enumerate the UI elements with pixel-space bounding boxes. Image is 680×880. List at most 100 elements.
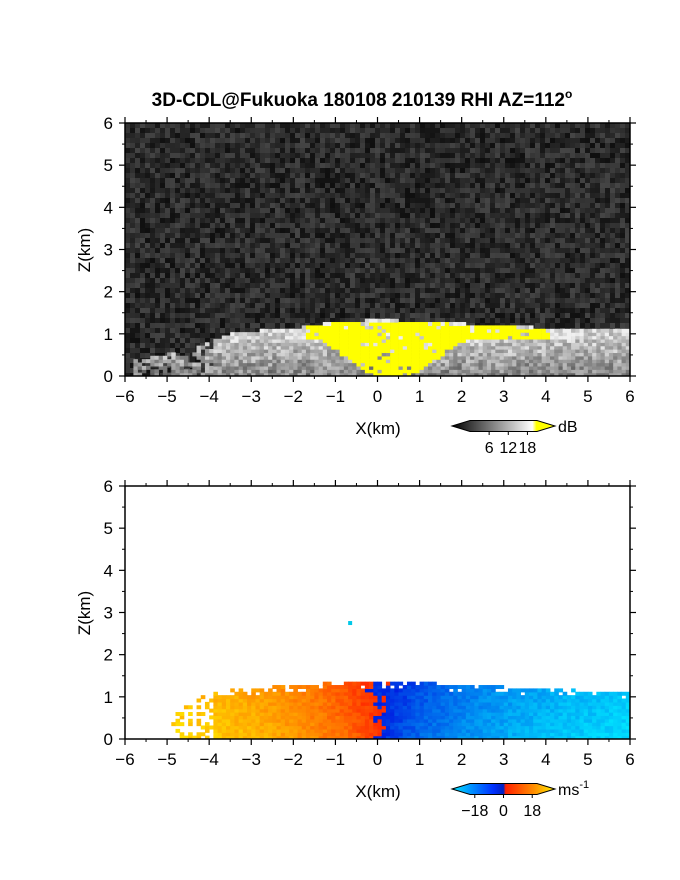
noise-cell (325, 183, 330, 188)
noise-cell (475, 253, 480, 258)
noise-cell (625, 143, 630, 148)
noise-cell (420, 178, 425, 183)
noise-cell (385, 143, 390, 148)
noise-cell (465, 228, 470, 233)
noise-cell (465, 208, 470, 213)
noise-cell (585, 223, 590, 228)
noise-cell (155, 213, 160, 218)
noise-cell (465, 233, 470, 238)
noise-cell (140, 308, 145, 313)
noise-cell (250, 143, 255, 148)
noise-cell (430, 168, 435, 173)
noise-cell (545, 228, 550, 233)
noise-cell (420, 283, 425, 288)
noise-cell (285, 313, 290, 318)
noise-cell (600, 238, 605, 243)
noise-cell (610, 213, 615, 218)
noise-cell (270, 188, 275, 193)
noise-cell (315, 188, 320, 193)
noise-cell (150, 203, 155, 208)
noise-cell (215, 188, 220, 193)
noise-cell (560, 308, 565, 313)
noise-cell (590, 138, 595, 143)
noise-cell (175, 293, 180, 298)
noise-cell (380, 303, 385, 308)
noise-cell (400, 173, 405, 178)
noise-cell (625, 133, 630, 138)
noise-cell (150, 288, 155, 293)
noise-cell (400, 258, 405, 263)
noise-cell (500, 208, 505, 213)
noise-cell (440, 208, 445, 213)
noise-cell (435, 228, 440, 233)
noise-cell (620, 248, 625, 253)
noise-cell (145, 263, 150, 268)
noise-cell (395, 228, 400, 233)
noise-cell (490, 253, 495, 258)
noise-cell (495, 223, 500, 228)
noise-cell (345, 183, 350, 188)
noise-cell (470, 298, 475, 303)
noise-cell (440, 223, 445, 228)
noise-cell (495, 248, 500, 253)
noise-cell (520, 303, 525, 308)
noise-cell (370, 298, 375, 303)
noise-cell (560, 218, 565, 223)
noise-cell (385, 293, 390, 298)
noise-cell (280, 213, 285, 218)
noise-cell (175, 273, 180, 278)
noise-cell (225, 198, 230, 203)
noise-cell (490, 178, 495, 183)
noise-cell (405, 268, 410, 273)
noise-cell (600, 203, 605, 208)
noise-cell (325, 123, 330, 128)
noise-cell (600, 278, 605, 283)
noise-cell (205, 298, 210, 303)
noise-cell (255, 173, 260, 178)
noise-cell (150, 198, 155, 203)
noise-cell (150, 338, 155, 343)
noise-cell (245, 313, 250, 318)
noise-cell (315, 138, 320, 143)
noise-cell (185, 163, 190, 168)
noise-cell (485, 228, 490, 233)
noise-cell (230, 223, 235, 228)
noise-cell (585, 173, 590, 178)
noise-cell (420, 183, 425, 188)
noise-cell (410, 288, 415, 293)
noise-cell (515, 148, 520, 153)
noise-cell (235, 208, 240, 213)
noise-cell (355, 183, 360, 188)
noise-cell (345, 188, 350, 193)
noise-cell (300, 178, 305, 183)
noise-cell (525, 318, 530, 323)
noise-cell (510, 218, 515, 223)
noise-cell (595, 193, 600, 198)
noise-cell (440, 228, 445, 233)
noise-cell (540, 293, 545, 298)
noise-cell (205, 198, 210, 203)
noise-cell (425, 198, 430, 203)
noise-cell (355, 298, 360, 303)
noise-cell (260, 123, 265, 128)
noise-cell (430, 158, 435, 163)
noise-cell (300, 148, 305, 153)
noise-cell (280, 138, 285, 143)
noise-cell (545, 203, 550, 208)
noise-cell (485, 303, 490, 308)
noise-cell (320, 213, 325, 218)
noise-cell (585, 313, 590, 318)
noise-cell (205, 263, 210, 268)
noise-cell (245, 328, 250, 333)
noise-cell (365, 178, 370, 183)
noise-cell (180, 168, 185, 173)
noise-cell (525, 228, 530, 233)
noise-cell (520, 138, 525, 143)
noise-cell (555, 213, 560, 218)
noise-cell (500, 218, 505, 223)
noise-cell (585, 178, 590, 183)
noise-cell (195, 313, 200, 318)
noise-cell (360, 183, 365, 188)
noise-cell (460, 153, 465, 158)
noise-cell (620, 268, 625, 273)
